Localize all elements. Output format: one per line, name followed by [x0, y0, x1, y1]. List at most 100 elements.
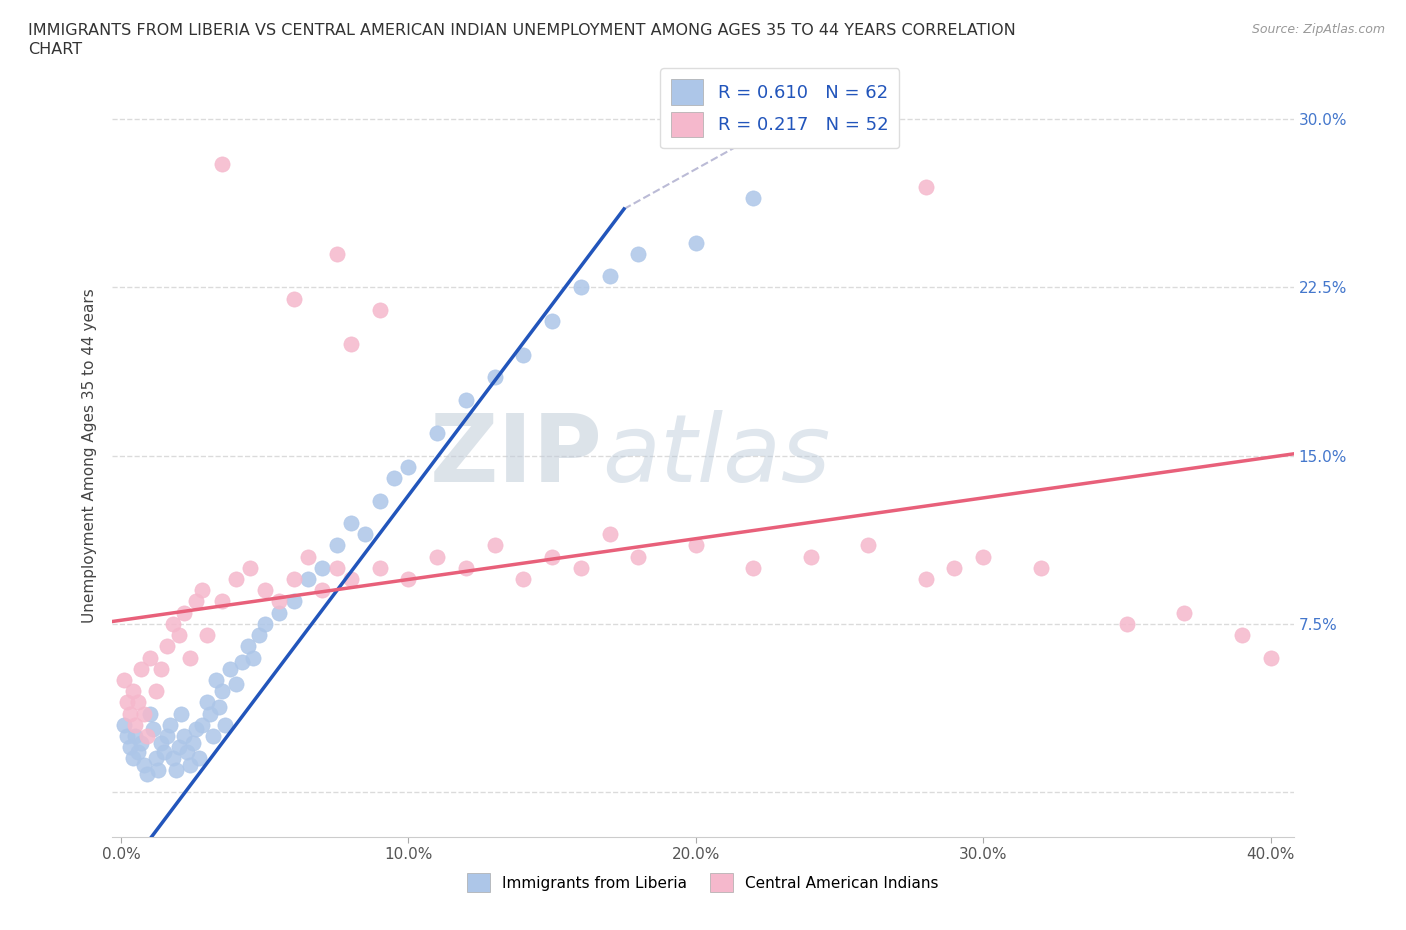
Point — [368, 561, 391, 576]
Point — [325, 561, 347, 576]
Point — [150, 661, 173, 676]
Point — [225, 572, 247, 587]
Point — [297, 572, 319, 587]
Point — [190, 717, 212, 732]
Point — [368, 302, 391, 317]
Point — [1115, 617, 1137, 631]
Point — [311, 583, 333, 598]
Point — [156, 639, 179, 654]
Text: ZIP: ZIP — [430, 410, 603, 501]
Point — [627, 246, 650, 261]
Point — [112, 717, 135, 732]
Legend: Immigrants from Liberia, Central American Indians: Immigrants from Liberia, Central America… — [461, 867, 945, 898]
Point — [225, 677, 247, 692]
Point — [190, 583, 212, 598]
Point — [1230, 628, 1253, 643]
Point — [484, 370, 506, 385]
Point — [153, 744, 176, 759]
Point — [173, 605, 195, 620]
Point — [115, 728, 138, 743]
Point — [187, 751, 209, 766]
Point — [118, 740, 141, 755]
Point — [179, 758, 201, 773]
Point — [311, 561, 333, 576]
Point — [943, 561, 966, 576]
Point — [148, 763, 170, 777]
Point — [142, 722, 165, 737]
Point — [139, 706, 162, 721]
Point — [239, 561, 262, 576]
Point — [118, 706, 141, 721]
Point — [685, 538, 707, 552]
Point — [167, 628, 190, 643]
Point — [398, 459, 420, 474]
Point — [195, 695, 218, 710]
Point — [685, 235, 707, 250]
Text: CHART: CHART — [28, 42, 82, 57]
Point — [145, 684, 167, 698]
Point — [599, 269, 621, 284]
Point — [484, 538, 506, 552]
Point — [132, 706, 155, 721]
Point — [914, 179, 936, 194]
Point — [231, 655, 253, 670]
Point — [214, 717, 236, 732]
Point — [129, 736, 152, 751]
Point — [184, 722, 207, 737]
Point — [283, 572, 305, 587]
Point — [115, 695, 138, 710]
Point — [283, 594, 305, 609]
Point — [173, 728, 195, 743]
Point — [340, 572, 363, 587]
Point — [162, 751, 184, 766]
Point — [202, 728, 225, 743]
Point — [1029, 561, 1052, 576]
Point — [742, 561, 765, 576]
Point — [800, 550, 823, 565]
Point — [368, 493, 391, 508]
Point — [211, 684, 233, 698]
Point — [156, 728, 179, 743]
Point — [247, 628, 270, 643]
Point — [159, 717, 181, 732]
Point — [176, 744, 198, 759]
Point — [236, 639, 259, 654]
Point — [325, 246, 347, 261]
Point — [742, 191, 765, 206]
Point — [165, 763, 187, 777]
Point — [269, 605, 291, 620]
Text: atlas: atlas — [603, 410, 831, 501]
Point — [1260, 650, 1282, 665]
Text: IMMIGRANTS FROM LIBERIA VS CENTRAL AMERICAN INDIAN UNEMPLOYMENT AMONG AGES 35 TO: IMMIGRANTS FROM LIBERIA VS CENTRAL AMERI… — [28, 23, 1017, 38]
Point — [136, 766, 159, 781]
Point — [208, 699, 231, 714]
Point — [205, 672, 228, 687]
Point — [972, 550, 994, 565]
Point — [150, 736, 173, 751]
Point — [858, 538, 880, 552]
Point — [297, 550, 319, 565]
Point — [162, 617, 184, 631]
Point — [127, 744, 149, 759]
Point — [145, 751, 167, 766]
Point — [139, 650, 162, 665]
Point — [512, 572, 534, 587]
Point — [627, 550, 650, 565]
Point — [121, 684, 143, 698]
Point — [454, 561, 477, 576]
Point — [211, 594, 233, 609]
Point — [382, 471, 405, 485]
Point — [426, 550, 449, 565]
Point — [167, 740, 190, 755]
Point — [569, 561, 592, 576]
Point — [253, 583, 276, 598]
Point — [121, 751, 143, 766]
Point — [541, 313, 564, 328]
Point — [325, 538, 347, 552]
Point — [181, 736, 204, 751]
Point — [283, 291, 305, 306]
Point — [124, 717, 146, 732]
Point — [354, 526, 377, 541]
Point — [179, 650, 201, 665]
Point — [914, 572, 936, 587]
